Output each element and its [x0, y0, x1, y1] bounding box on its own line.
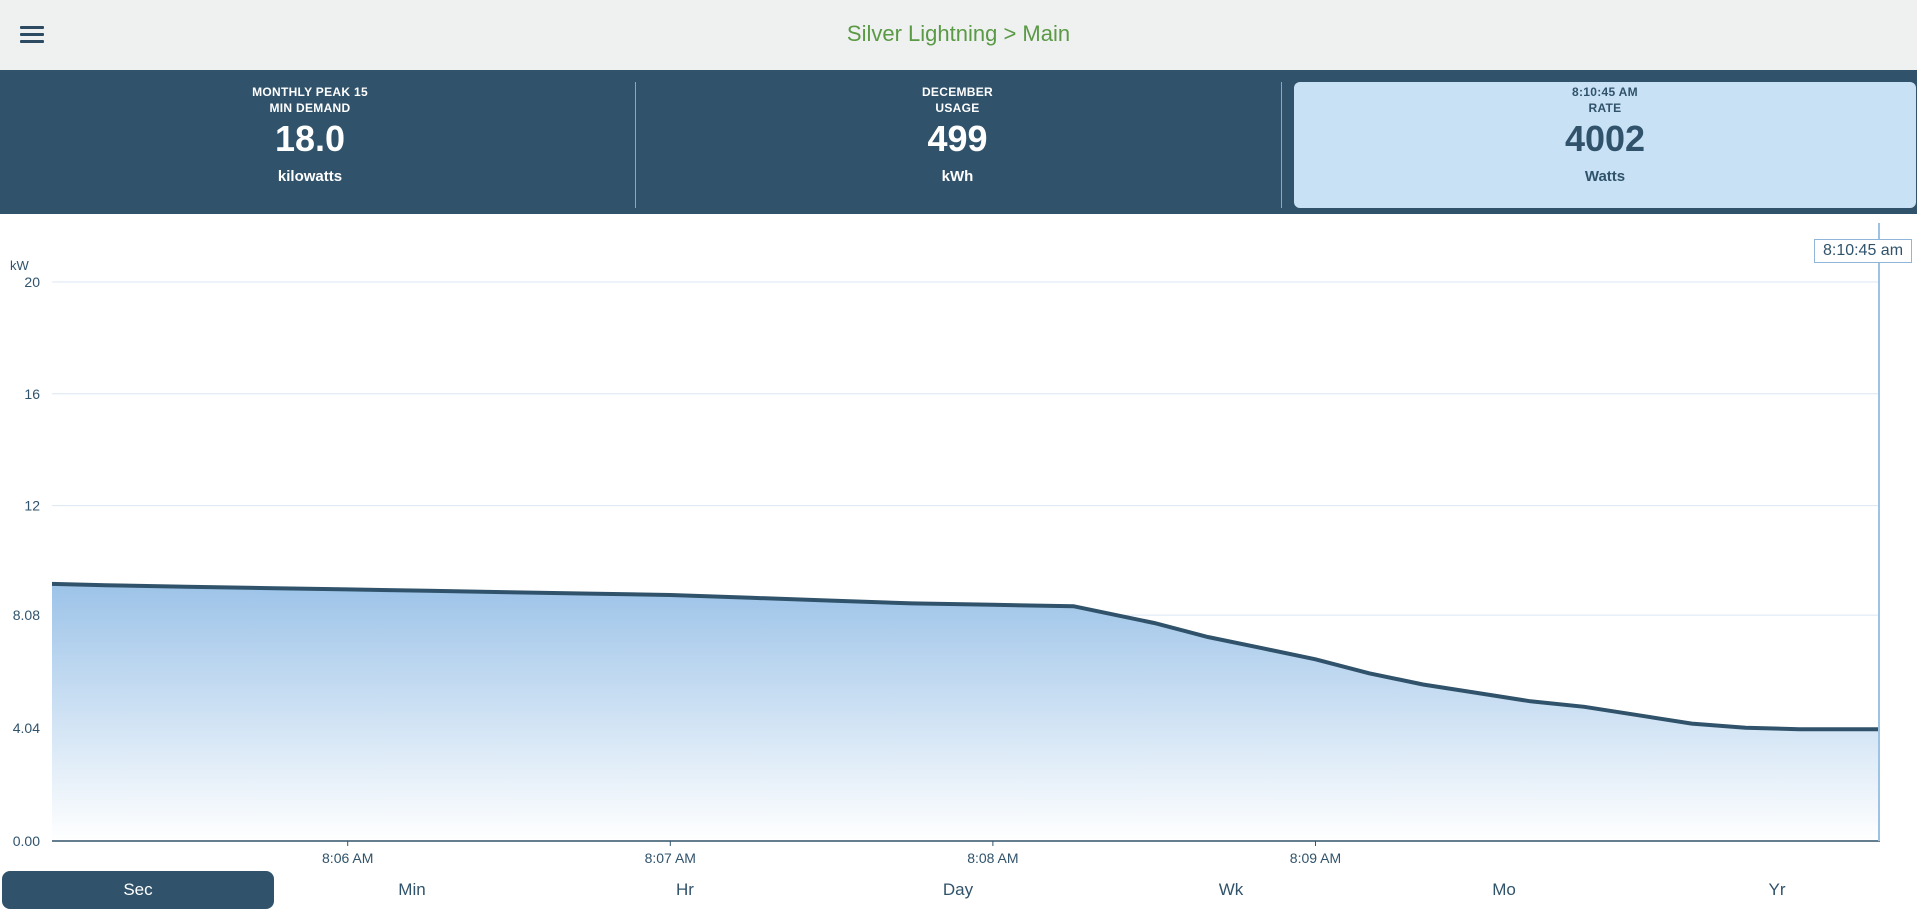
usage-heading: DECEMBER USAGE	[640, 84, 1275, 116]
y-tick-label: 0.00	[13, 833, 40, 849]
usage-card[interactable]: DECEMBER USAGE 499 kWh	[640, 70, 1275, 214]
usage-heading-line2: USAGE	[935, 101, 980, 115]
usage-value: 499	[927, 118, 988, 159]
tab-mo[interactable]: Mo	[1492, 880, 1516, 899]
peak-demand-heading: MONTHLY PEAK 15 MIN DEMAND	[0, 84, 620, 116]
time-range-tabs: Sec Min Hr Day Wk Mo Yr	[0, 868, 1917, 912]
peak-demand-heading-line1: MONTHLY PEAK 15	[252, 85, 368, 99]
stats-divider	[635, 82, 636, 208]
x-tick-label: 8:07 AM	[645, 850, 696, 864]
rate-heading-line1: 8:10:45 AM	[1572, 85, 1638, 99]
peak-demand-heading-line2: MIN DEMAND	[269, 101, 351, 115]
tab-yr[interactable]: Yr	[1768, 880, 1786, 899]
cursor-time-label: 8:10:45 am	[1814, 239, 1912, 263]
top-bar: Silver Lightning > Main	[0, 0, 1917, 70]
y-tick-label: 12	[24, 498, 40, 514]
stats-panel: MONTHLY PEAK 15 MIN DEMAND 18.0 kilowatt…	[0, 70, 1917, 214]
rate-card[interactable]: 8:10:45 AM RATE 4002 Watts	[1294, 82, 1916, 208]
tab-wk[interactable]: Wk	[1218, 880, 1244, 899]
area-fill	[52, 583, 1880, 841]
cursor-line[interactable]	[1878, 223, 1880, 841]
tab-day[interactable]: Day	[942, 880, 974, 899]
x-tick-label: 8:09 AM	[1290, 850, 1341, 864]
tab-hr[interactable]: Hr	[676, 880, 694, 899]
x-tick-label: 8:06 AM	[322, 850, 373, 864]
rate-value: 4002	[1564, 118, 1646, 159]
usage-unit: kWh	[941, 168, 974, 185]
tab-sec[interactable]: Sec	[2, 871, 274, 909]
rate-heading-line2: RATE	[1588, 101, 1622, 115]
x-tick-label: 8:08 AM	[967, 850, 1018, 864]
tab-min[interactable]: Min	[398, 880, 426, 899]
power-chart[interactable]: kW 20 16 12 8.08 4.04 0.00 8:06 AM 8:07 AM 8:08…	[0, 214, 1917, 864]
page-title: Silver Lightning > Main	[846, 21, 1071, 46]
y-axis-label: kW	[10, 258, 30, 273]
peak-demand-value: 18.0	[274, 118, 346, 159]
y-tick-label: 4.04	[13, 720, 40, 736]
y-tick-label: 20	[24, 274, 40, 290]
rate-unit: Watts	[1584, 168, 1626, 185]
y-tick-label: 8.08	[13, 607, 40, 623]
series-line	[51, 581, 1880, 732]
usage-heading-line1: DECEMBER	[921, 85, 994, 99]
peak-demand-card[interactable]: MONTHLY PEAK 15 MIN DEMAND 18.0 kilowatt…	[0, 70, 620, 214]
stats-divider	[1281, 82, 1282, 208]
hamburger-menu-icon[interactable]	[20, 24, 46, 46]
rate-heading: 8:10:45 AM RATE	[1294, 84, 1916, 116]
y-tick-label: 16	[24, 386, 40, 402]
peak-demand-unit: kilowatts	[277, 168, 343, 185]
